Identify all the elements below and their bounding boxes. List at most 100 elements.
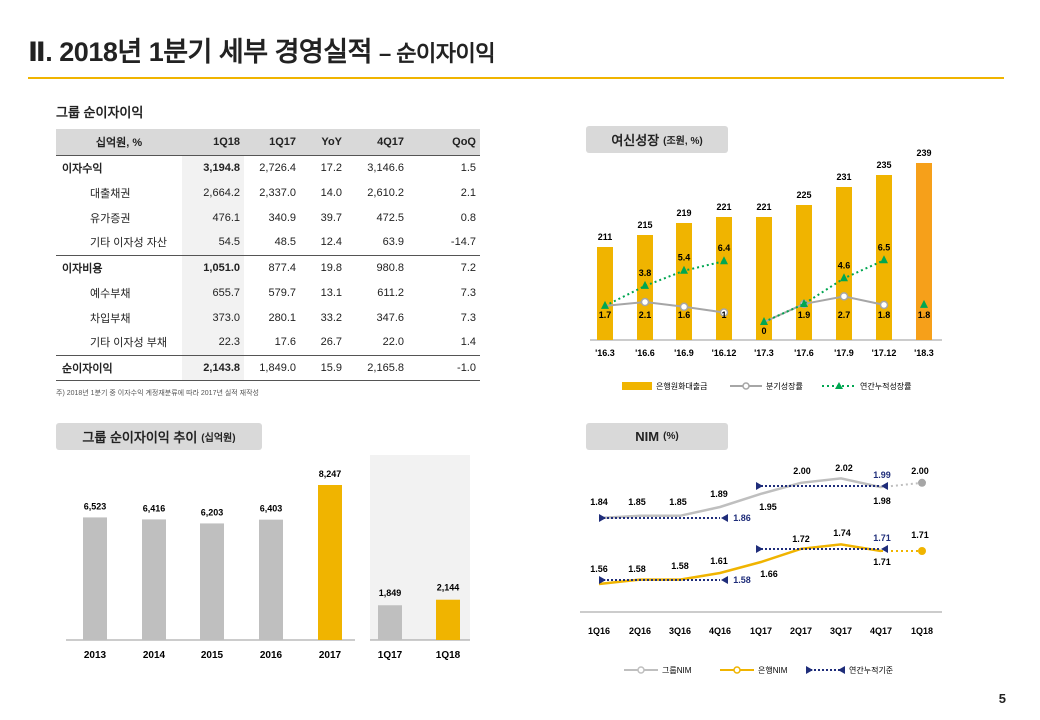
table-header-4q17: 4Q17	[346, 129, 408, 155]
nim-unit: (%)	[663, 431, 679, 442]
title-divider	[28, 77, 1004, 79]
table-cell: 340.9	[268, 211, 296, 224]
legend-swatch-loans	[622, 382, 652, 390]
ytd-growth-label: 5.4	[678, 253, 691, 263]
x-tick-label: 2014	[143, 650, 166, 661]
x-tick-label: 3Q17	[830, 626, 852, 636]
ytd-growth-marker	[840, 273, 848, 282]
quarterly-growth-label: 2.1	[639, 310, 652, 320]
bar-value-label: 6,523	[84, 501, 107, 511]
table-header-row: 십억원, % 1Q18 1Q17 YoY 4Q17 QoQ	[56, 129, 480, 155]
bank-nim-line	[598, 543, 882, 586]
group-nim-label: 2.00	[911, 466, 929, 476]
ytd-growth-label: 6.4	[718, 243, 731, 253]
table-cell: 2,337.0	[259, 186, 296, 199]
row-label: 기타 이자성 부채	[90, 337, 167, 350]
row-label: 기타 이자성 자산	[90, 237, 167, 250]
loan-bar-'16.12	[716, 217, 732, 340]
ytd-growth-marker	[880, 255, 888, 264]
bank-nim-label: 1.58	[671, 561, 689, 571]
bar-value-label: 6,403	[260, 504, 283, 514]
legend-marker-quarterly	[742, 382, 750, 390]
table-cell: 476.1	[182, 205, 244, 230]
table-cell: 54.5	[182, 230, 244, 255]
bar-value-label: 6,416	[143, 503, 166, 513]
quarterly-growth-line-2016	[604, 301, 725, 314]
ytd-growth-label: 3.8	[639, 268, 652, 278]
page-title: Ⅱ. 2018년 1분기 세부 경영실적 – 순이자이익	[28, 30, 496, 69]
loan-bar-'17.3	[756, 217, 772, 340]
bar-annual-2013	[83, 517, 107, 640]
table-cell: 13.1	[320, 286, 342, 299]
table-cell: 347.6	[376, 311, 404, 324]
table-cell: 1,051.0	[182, 254, 244, 280]
legend-label-group: 그룹NIM	[662, 666, 692, 675]
quarterly-growth-label: 2.7	[838, 310, 851, 320]
nii-trend-unit: (십억원)	[201, 433, 236, 444]
table-cell: 22.0	[382, 336, 404, 349]
table-row: 유가증권 476.1 340.9 39.7 472.5 0.8	[56, 205, 480, 230]
bank-cum-2017-arrow-right	[881, 545, 888, 553]
ytd-growth-marker	[641, 280, 649, 289]
table-cell: 7.3	[460, 286, 476, 299]
loan-bar-'16.3	[597, 247, 613, 340]
table-cell: 22.3	[182, 330, 244, 355]
x-tick-label: 4Q17	[870, 626, 892, 636]
bank-nim-label: 1.74	[833, 528, 851, 538]
bank-nim-label: 1.71	[911, 530, 929, 540]
ytd-growth-marker	[601, 300, 609, 309]
table-section-label: 그룹 순이자이익	[56, 105, 144, 120]
table-cell: 655.7	[182, 280, 244, 305]
row-label: 예수부채	[90, 287, 131, 300]
bank-nim-label: 1.71	[873, 557, 891, 567]
table-row: 차입부채 373.0 280.1 33.2 347.6 7.3	[56, 305, 480, 330]
bank-nim-label: 1.66	[760, 569, 778, 579]
table-cell: -14.7	[450, 236, 476, 249]
bar-value-label: 8,247	[319, 469, 342, 479]
bank-cum-2017-label: 1.71	[873, 533, 891, 543]
table-header-1q18: 1Q18	[182, 129, 244, 155]
loan-bar-value: 219	[676, 208, 691, 218]
net-interest-income-table: 십억원, % 1Q18 1Q17 YoY 4Q17 QoQ 이자수익 3,194.…	[56, 129, 480, 381]
table-cell: 15.9	[300, 354, 346, 381]
table-header-unit: 십억원, %	[56, 129, 182, 155]
table-cell: 33.2	[320, 311, 342, 324]
ytd-growth-line-2017	[763, 259, 885, 323]
x-tick-label: 2017	[319, 650, 342, 661]
legend-marker-cumulative-left	[806, 666, 813, 674]
group-nim-label: 1.84	[590, 497, 608, 507]
table-cell: 2,726.4	[244, 154, 300, 180]
table-cell: 39.7	[320, 211, 342, 224]
x-tick-label: '16.9	[674, 348, 694, 358]
ytd-growth-label: 4.6	[838, 260, 851, 270]
table-header-1q17: 1Q17	[244, 129, 300, 155]
x-tick-label: '17.6	[794, 348, 814, 358]
group-nim-label: 2.00	[793, 466, 811, 476]
x-tick-label: '18.3	[914, 348, 934, 358]
ytd-growth-marker	[760, 317, 768, 325]
table-cell: 14.0	[320, 186, 342, 199]
bank-nim-label: 1.56	[590, 564, 608, 574]
x-tick-label: 1Q16	[588, 626, 610, 636]
table-row: 이자비용 1,051.0 877.4 19.8 980.8 7.2	[56, 254, 480, 280]
row-label: 이자비용	[56, 254, 182, 280]
ytd-growth-marker	[800, 298, 808, 307]
legend-label-cumulative: 연간누적기준	[849, 665, 893, 675]
loan-bar-value: 221	[716, 202, 731, 212]
table-header-qoq: QoQ	[408, 129, 480, 155]
x-tick-label: '16.3	[595, 348, 615, 358]
legend-marker-ytd	[835, 382, 843, 389]
ytd-growth-line-2016	[604, 260, 725, 307]
table-cell: 1,849.0	[244, 354, 300, 381]
group-cum-2017-arrow-right	[881, 482, 888, 490]
table-cell: 63.9	[382, 236, 404, 249]
quarterly-growth-label: 0	[761, 326, 766, 336]
loan-bar-value: 231	[836, 172, 851, 182]
quarterly-growth-label: 1	[721, 310, 726, 320]
bank-cum-2016-arrow-right	[721, 576, 728, 584]
loan-bar-value: 225	[796, 190, 811, 200]
ytd-growth-marker	[720, 256, 728, 265]
x-tick-label: '17.3	[754, 348, 774, 358]
